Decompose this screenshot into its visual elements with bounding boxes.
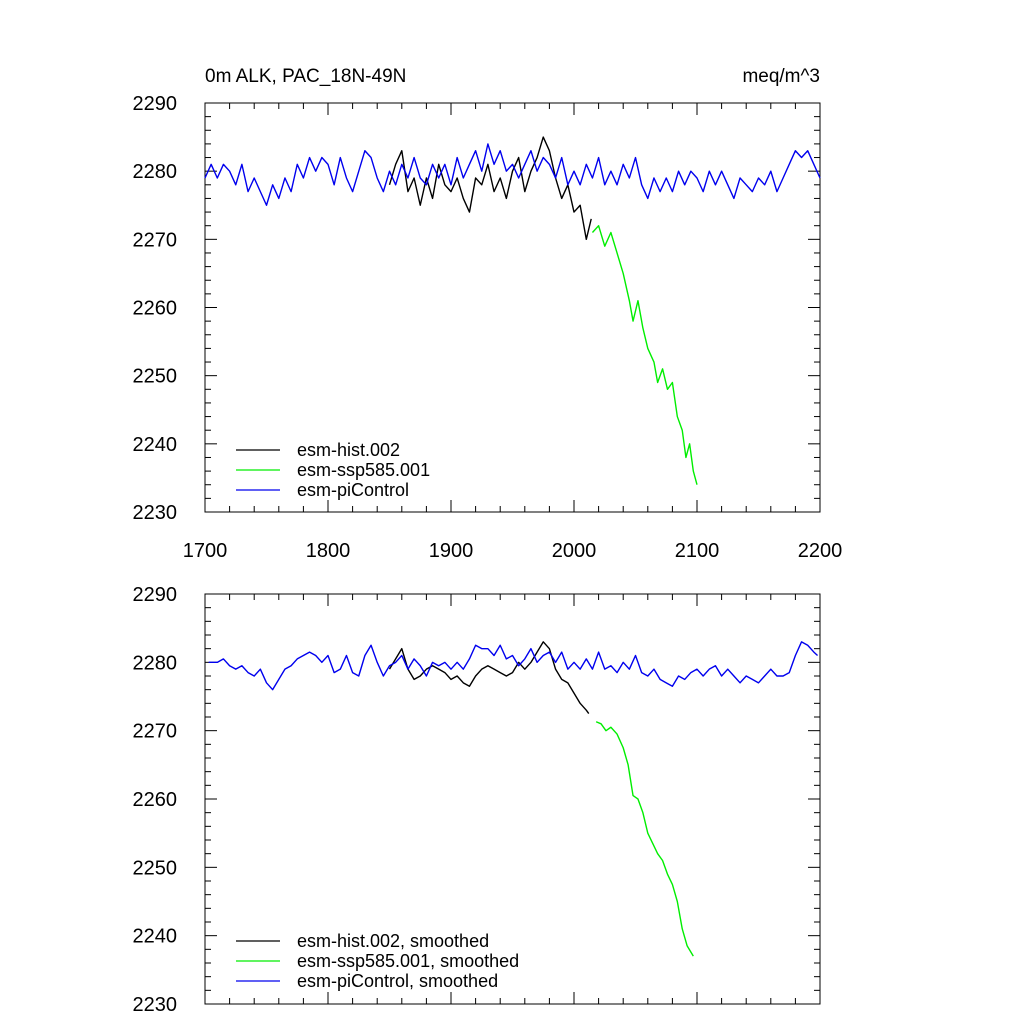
- top-y-tick-label: 2260: [133, 298, 178, 320]
- top-legend-label-picontrol: esm-piControl: [297, 480, 409, 500]
- bottom-y-tick-labels: 2230 2240 2250 2260 2270 2280 2290: [133, 584, 178, 1016]
- bottom-y-tick-label: 2230: [133, 994, 178, 1016]
- chart-units: meq/m^3: [742, 66, 820, 87]
- bottom-legend-label-picontrol: esm-piControl, smoothed: [297, 971, 498, 991]
- top-plot-area: 2230 2240 2250 2260 2270 2280 2290 1700 1800 190…: [133, 93, 843, 562]
- bottom-y-tick-label: 2260: [133, 789, 178, 811]
- bottom-series-line-0: [388, 641, 590, 714]
- bottom-y-tick-label: 2250: [133, 857, 178, 879]
- top-y-tick-label: 2240: [133, 434, 178, 456]
- top-x-tick-label: 1700: [183, 540, 228, 562]
- top-legend: esm-hist.002 esm-ssp585.001 esm-piContro…: [236, 440, 430, 500]
- top-legend-label-hist: esm-hist.002: [297, 440, 400, 460]
- bottom-series-lines: [208, 641, 819, 957]
- bottom-axis-ticks: [204, 593, 821, 1005]
- top-x-tick-label: 2200: [798, 540, 843, 562]
- top-legend-label-ssp: esm-ssp585.001: [297, 460, 430, 480]
- top-x-tick-label: 2100: [675, 540, 720, 562]
- bottom-legend-label-ssp: esm-ssp585.001, smoothed: [297, 951, 519, 971]
- top-y-tick-label: 2230: [133, 502, 178, 524]
- top-series-line-0: [388, 136, 592, 241]
- top-y-tick-label: 2250: [133, 366, 178, 388]
- top-y-tick-label: 2280: [133, 161, 178, 183]
- top-y-tick-label: 2290: [133, 93, 178, 115]
- top-panel: 0m ALK, PAC_18N-49N meq/m^3 2230 2240 2250…: [133, 66, 843, 562]
- top-x-tick-label: 2000: [552, 540, 597, 562]
- top-x-tick-label: 1800: [306, 540, 351, 562]
- top-series-lines: [204, 136, 821, 485]
- chart-title: 0m ALK, PAC_18N-49N: [205, 66, 406, 87]
- bottom-plot-area: 2230 2240 2250 2260 2270 2280 2290: [133, 584, 821, 1016]
- bottom-series-line-1: [595, 721, 694, 957]
- bottom-panel: 2230 2240 2250 2260 2270 2280 2290 esm-hist.00…: [133, 584, 821, 1016]
- top-series-line-2: [204, 143, 821, 206]
- top-series-line-1: [591, 225, 698, 485]
- bottom-y-tick-label: 2240: [133, 926, 178, 948]
- bottom-y-tick-label: 2270: [133, 721, 178, 743]
- bottom-y-tick-label: 2290: [133, 584, 178, 606]
- top-axis-ticks: [204, 102, 821, 513]
- bottom-legend: esm-hist.002, smoothed esm-ssp585.001, s…: [236, 931, 519, 991]
- bottom-y-tick-label: 2280: [133, 652, 178, 674]
- bottom-legend-label-hist: esm-hist.002, smoothed: [297, 931, 489, 951]
- top-y-tick-label: 2270: [133, 229, 178, 251]
- top-y-tick-labels: 2230 2240 2250 2260 2270 2280 2290: [133, 93, 178, 524]
- bottom-series-line-2: [208, 641, 819, 691]
- top-x-tick-label: 1900: [429, 540, 474, 562]
- top-x-tick-labels: 1700 1800 1900 2000 2100 2200: [183, 540, 843, 562]
